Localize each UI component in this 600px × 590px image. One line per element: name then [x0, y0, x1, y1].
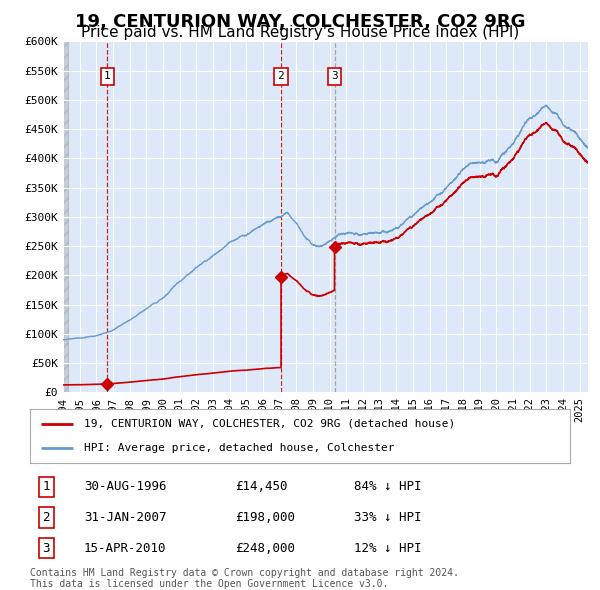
Text: 2: 2	[278, 71, 284, 81]
Text: 84% ↓ HPI: 84% ↓ HPI	[354, 480, 421, 493]
Text: Price paid vs. HM Land Registry's House Price Index (HPI): Price paid vs. HM Land Registry's House …	[81, 25, 519, 40]
Text: 19, CENTURION WAY, COLCHESTER, CO2 9RG (detached house): 19, CENTURION WAY, COLCHESTER, CO2 9RG (…	[84, 418, 455, 428]
Text: 1: 1	[43, 480, 50, 493]
Text: 33% ↓ HPI: 33% ↓ HPI	[354, 511, 421, 524]
Text: 3: 3	[331, 71, 338, 81]
Text: HPI: Average price, detached house, Colchester: HPI: Average price, detached house, Colc…	[84, 444, 395, 454]
Text: £248,000: £248,000	[235, 542, 295, 555]
Text: 2: 2	[43, 511, 50, 524]
Bar	[63, 41, 68, 392]
Text: 1: 1	[104, 71, 111, 81]
Text: Contains HM Land Registry data © Crown copyright and database right 2024.
This d: Contains HM Land Registry data © Crown c…	[30, 568, 459, 589]
Text: 30-AUG-1996: 30-AUG-1996	[84, 480, 167, 493]
Text: 19, CENTURION WAY, COLCHESTER, CO2 9RG: 19, CENTURION WAY, COLCHESTER, CO2 9RG	[75, 13, 525, 31]
Text: £198,000: £198,000	[235, 511, 295, 524]
Text: 15-APR-2010: 15-APR-2010	[84, 542, 167, 555]
Text: 12% ↓ HPI: 12% ↓ HPI	[354, 542, 421, 555]
Text: 3: 3	[43, 542, 50, 555]
Text: 31-JAN-2007: 31-JAN-2007	[84, 511, 167, 524]
Text: £14,450: £14,450	[235, 480, 288, 493]
